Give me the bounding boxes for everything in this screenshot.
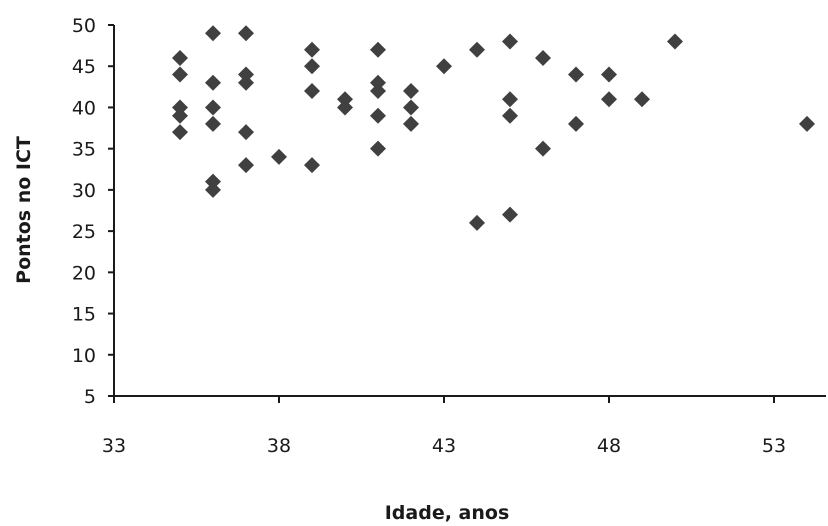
data-point <box>172 124 188 141</box>
y-tick-label: 35 <box>72 139 96 161</box>
data-point <box>568 115 584 132</box>
x-axis-title: Idade, anos <box>385 502 510 524</box>
data-point <box>238 124 254 141</box>
data-point <box>238 66 254 83</box>
y-tick-label: 5 <box>84 386 96 408</box>
data-point <box>304 82 320 99</box>
data-point <box>370 107 386 124</box>
data-point <box>601 66 617 83</box>
data-point <box>568 66 584 83</box>
y-tick-label: 30 <box>72 180 96 202</box>
data-point <box>535 140 551 157</box>
x-tick-label: 53 <box>762 435 786 457</box>
data-point <box>370 82 386 99</box>
data-point <box>337 91 353 108</box>
x-tick-label: 38 <box>267 435 291 457</box>
data-point <box>205 25 221 42</box>
data-point <box>205 115 221 132</box>
data-point <box>403 99 419 116</box>
data-point <box>238 25 254 42</box>
data-point <box>370 41 386 58</box>
data-point <box>205 99 221 116</box>
data-point <box>535 49 551 66</box>
data-point <box>172 66 188 83</box>
data-point <box>667 33 683 50</box>
data-point <box>502 33 518 50</box>
data-point <box>205 181 221 198</box>
y-tick-label: 20 <box>72 262 96 284</box>
data-points <box>172 25 815 231</box>
data-point <box>403 82 419 99</box>
y-tick-label: 10 <box>72 345 96 367</box>
data-point <box>469 214 485 231</box>
y-tick-label: 40 <box>72 97 96 119</box>
data-point <box>436 58 452 75</box>
data-point <box>205 173 221 190</box>
data-point <box>799 115 815 132</box>
y-tick-label: 45 <box>72 56 96 78</box>
data-point <box>502 107 518 124</box>
y-ticks: 5 10 15 20 25 30 35 40 45 50 <box>72 15 114 408</box>
data-point <box>172 107 188 124</box>
y-tick-label: 50 <box>72 15 96 37</box>
data-point <box>502 91 518 108</box>
data-point <box>238 157 254 174</box>
data-point <box>370 140 386 157</box>
data-point <box>370 74 386 91</box>
data-point <box>469 41 485 58</box>
data-point <box>205 74 221 91</box>
data-point <box>502 206 518 223</box>
y-tick-label: 15 <box>72 304 96 326</box>
x-tick-label: 48 <box>597 435 621 457</box>
data-point <box>304 157 320 174</box>
y-tick-label: 25 <box>72 221 96 243</box>
data-point <box>337 99 353 116</box>
x-tick-label: 43 <box>432 435 456 457</box>
data-point <box>172 49 188 66</box>
data-point <box>601 91 617 108</box>
data-point <box>238 74 254 91</box>
data-point <box>172 99 188 116</box>
data-point <box>304 41 320 58</box>
x-tick-label: 33 <box>102 435 126 457</box>
data-point <box>304 58 320 75</box>
data-point <box>271 148 287 165</box>
y-axis-title: Pontos no ICT <box>13 136 35 284</box>
data-point <box>634 91 650 108</box>
x-ticks: 33 38 43 48 53 <box>102 396 786 457</box>
data-point <box>403 115 419 132</box>
